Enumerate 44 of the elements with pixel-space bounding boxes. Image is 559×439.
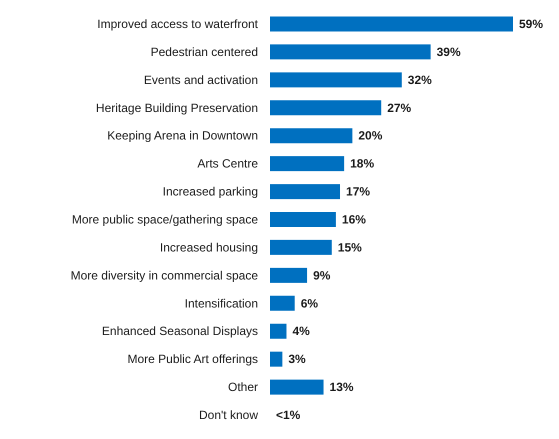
- y-tick-label: Intensification: [184, 296, 258, 310]
- data-label: 18%: [350, 156, 374, 171]
- data-label: 16%: [342, 212, 366, 226]
- bar: [270, 380, 324, 395]
- y-tick-label: Events and activation: [144, 72, 258, 87]
- y-tick-label: Don't know: [199, 408, 258, 422]
- data-label: 27%: [387, 100, 412, 115]
- y-tick-label: Improved access to waterfront: [97, 16, 259, 31]
- bar: [270, 128, 352, 144]
- bar: [270, 44, 431, 60]
- data-label: <1%: [276, 408, 301, 422]
- bar: [270, 240, 332, 255]
- y-tick-label: Other: [228, 380, 258, 394]
- y-tick-label: Increased parking: [162, 184, 258, 199]
- data-label: 13%: [330, 380, 354, 394]
- bar: [270, 156, 344, 172]
- data-label: 6%: [300, 296, 318, 310]
- y-tick-label: More diversity in commercial space: [70, 268, 258, 282]
- data-label: 20%: [358, 128, 383, 143]
- data-label: 39%: [436, 44, 461, 59]
- data-label: 17%: [346, 184, 370, 199]
- y-tick-label: Arts Centre: [197, 156, 258, 171]
- data-label: 9%: [313, 268, 331, 282]
- data-label: 3%: [288, 352, 306, 366]
- y-tick-label: More public space/gathering space: [72, 212, 258, 226]
- data-label: 4%: [292, 324, 310, 338]
- bar: [270, 296, 295, 311]
- y-tick-label: Heritage Building Preservation: [96, 100, 258, 115]
- data-label: 59%: [519, 16, 544, 31]
- data-label: 32%: [408, 72, 432, 87]
- y-tick-label: Increased housing: [160, 240, 258, 254]
- bar: [270, 324, 286, 339]
- bar: [270, 268, 308, 283]
- data-label: 15%: [338, 240, 362, 254]
- y-tick-label: Enhanced Seasonal Displays: [102, 324, 258, 338]
- bar: [270, 100, 382, 116]
- y-tick-label: Pedestrian centered: [150, 44, 258, 59]
- y-tick-label: More Public Art offerings: [127, 352, 258, 366]
- bar: [270, 16, 513, 32]
- bar: [270, 72, 402, 88]
- bar: [270, 352, 282, 367]
- y-tick-label: Keeping Arena in Downtown: [107, 128, 258, 143]
- bar: [270, 184, 340, 200]
- bar: [270, 212, 336, 227]
